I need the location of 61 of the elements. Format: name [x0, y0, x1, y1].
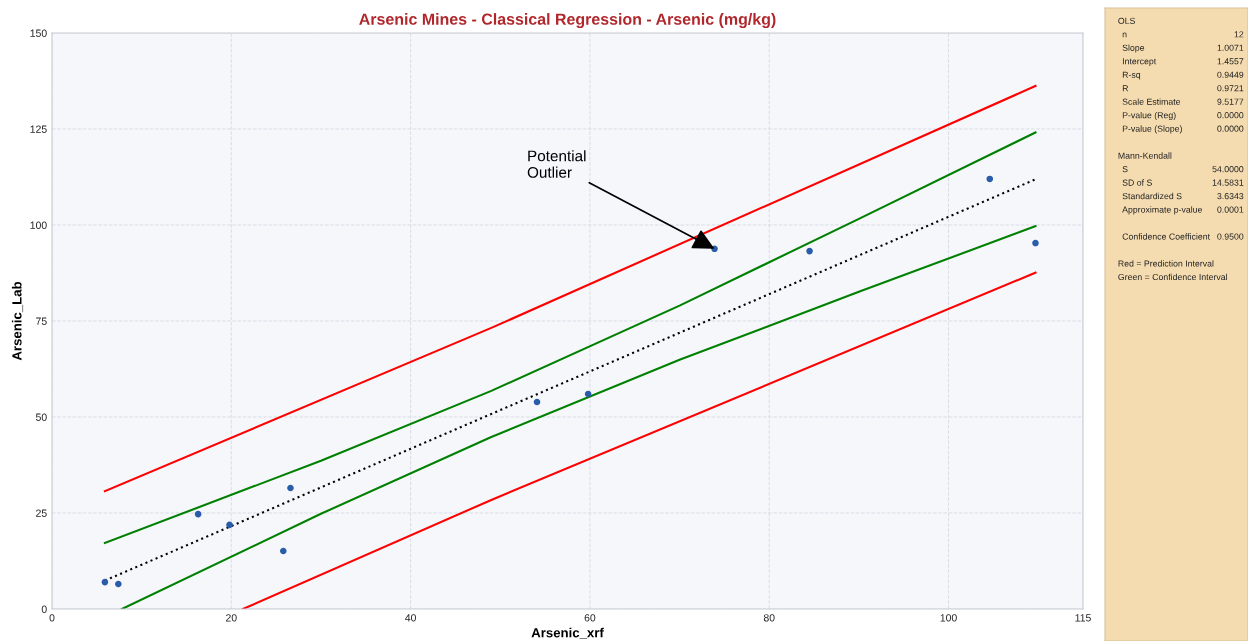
x-tick-label: 0 — [49, 614, 55, 622]
text: 0.9449 — [1217, 71, 1244, 78]
text: Confidence Coefficient — [1122, 233, 1210, 240]
text: S — [1122, 166, 1128, 173]
text: 0.9500 — [1217, 233, 1244, 240]
point — [806, 247, 813, 255]
text: 12 — [1234, 31, 1244, 38]
line-series — [103, 131, 1037, 544]
x-axis-title: Arsenic_xrf — [531, 627, 604, 639]
text: Green = Confidence Interval — [1118, 273, 1227, 281]
y-tick-label: 25 — [36, 509, 47, 517]
text: R — [1122, 85, 1129, 92]
text: 0.0000 — [1217, 125, 1244, 132]
point — [1032, 239, 1039, 247]
point — [287, 484, 294, 492]
x-tick-label: 115 — [1075, 614, 1091, 622]
point — [533, 398, 541, 406]
point — [584, 390, 592, 398]
point — [226, 521, 233, 529]
text: R-sq — [1122, 71, 1141, 80]
text: 14.5831 — [1212, 179, 1244, 186]
y-tick-label: 50 — [35, 413, 47, 421]
text: Approximate p-value — [1122, 206, 1203, 215]
text: Red = Prediction Interval — [1118, 260, 1214, 267]
point — [194, 510, 202, 518]
text: Mann-Kendall — [1118, 152, 1172, 159]
text: Scale Estimate — [1122, 98, 1181, 105]
y-tick-label: 150 — [30, 29, 47, 37]
text: P-value (Reg) — [1122, 111, 1176, 121]
x-tick-label: 100 — [940, 614, 957, 622]
text: 54.0000 — [1212, 166, 1244, 173]
text: P-value (Slope) — [1122, 125, 1182, 134]
x-tick-label: 20 — [226, 614, 237, 622]
point — [115, 580, 122, 588]
x-tick-label: 60 — [584, 614, 596, 622]
text: 0.0001 — [1217, 206, 1244, 213]
text: OLS — [1118, 17, 1135, 24]
text: Standardized S — [1122, 192, 1182, 200]
x-tick-label: 80 — [763, 614, 775, 622]
text: 1.4557 — [1217, 58, 1244, 65]
text: 3.6343 — [1217, 193, 1244, 200]
line-series — [120, 225, 1037, 609]
text: Intercept — [1122, 58, 1157, 67]
y-tick-label: 0 — [41, 605, 47, 613]
text: Slope — [1122, 44, 1145, 53]
text: 1.0071 — [1217, 44, 1244, 51]
y-tick-label: 125 — [30, 125, 47, 133]
text: 0.9721 — [1217, 85, 1244, 92]
x-tick-label: 40 — [405, 614, 416, 622]
annotation: Potential Outlier — [527, 150, 586, 178]
point — [280, 547, 287, 555]
y-tick-label: 75 — [36, 317, 47, 325]
y-tick-label: 100 — [30, 221, 47, 229]
text: 0.0000 — [1217, 112, 1244, 119]
chart-title: Arsenic Mines - Classical Regression - Arsenic (mg/kg) — [359, 13, 776, 29]
text: 9.5177 — [1217, 98, 1244, 105]
y-axis-title: Arsenic_Lab — [11, 281, 24, 361]
text: SD of S — [1122, 179, 1152, 186]
text: n — [1122, 32, 1127, 38]
point — [986, 175, 994, 183]
point — [101, 578, 109, 586]
